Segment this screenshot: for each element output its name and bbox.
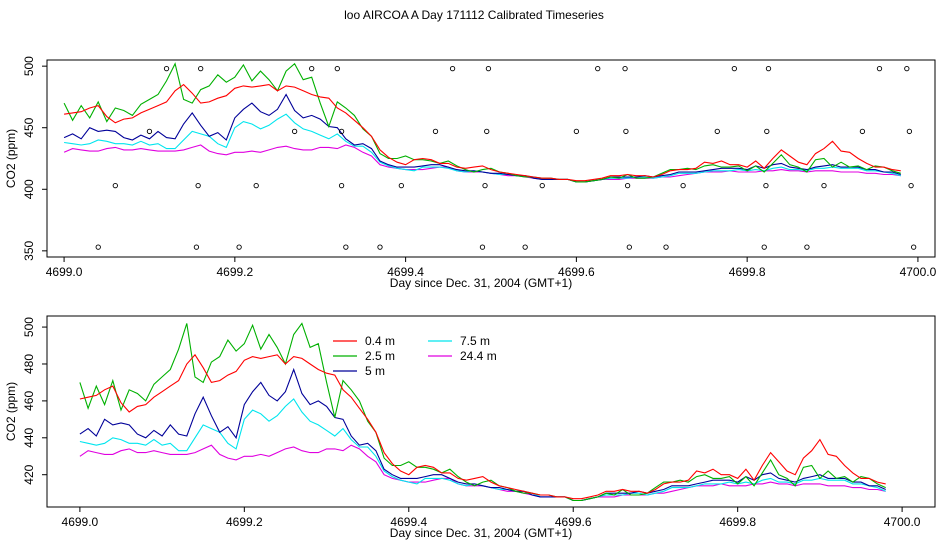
data-point <box>449 65 456 72</box>
series-line <box>79 367 886 502</box>
data-point <box>763 182 769 189</box>
x-tick-label: 4699.4 <box>387 265 424 279</box>
data-point <box>821 182 827 189</box>
data-point <box>626 244 632 250</box>
data-point <box>622 65 628 72</box>
data-point <box>906 128 913 135</box>
plot-frame <box>46 59 936 258</box>
legend: 0.4 m2.5 m5 m 7.5 m24.4 m <box>333 334 497 378</box>
legend-entry: 0.4 m <box>365 334 395 348</box>
data-point <box>432 128 439 135</box>
data-point <box>804 244 810 250</box>
x-tick-label: 4700.0 <box>900 265 937 279</box>
data-point <box>485 65 492 72</box>
data-point <box>911 244 917 250</box>
data-point <box>377 244 383 250</box>
data-point <box>859 128 866 135</box>
data-point <box>291 128 298 135</box>
x-tick-label: 4699.4 <box>390 515 427 529</box>
data-point <box>343 244 349 250</box>
y-tick-label: 500 <box>22 317 36 337</box>
y-axis-label: CO2 (ppm) <box>4 129 18 188</box>
data-point <box>253 182 259 189</box>
data-point <box>623 128 629 135</box>
y-tick-label: 460 <box>22 391 36 411</box>
upper-panel: 4699.0 4699.2 4699.4 4699.6 4699.8 4700.0 350 4… <box>4 56 937 290</box>
lower-panel: 4699.0 4699.2 4699.4 4699.6 4699.8 4700.0 420 4… <box>4 315 936 540</box>
data-point <box>522 244 528 250</box>
legend-entry: 7.5 m <box>460 334 490 348</box>
series-line <box>63 93 901 183</box>
x-axis-label: Day since Dec. 31, 2004 (GMT+1) <box>390 526 572 540</box>
data-point <box>539 182 545 189</box>
x-tick-label: 4699.8 <box>729 265 766 279</box>
data-point <box>573 128 580 135</box>
series-line <box>79 322 886 502</box>
x-tick-label: 4699.0 <box>62 515 99 529</box>
data-point <box>95 244 101 250</box>
data-point <box>714 128 720 135</box>
data-point <box>731 65 737 72</box>
legend-entry: 5 m <box>365 364 385 378</box>
x-tick-label: 4699.6 <box>555 515 592 529</box>
data-point <box>479 244 486 250</box>
data-point <box>663 244 669 250</box>
series-line <box>63 62 901 183</box>
x-tick-label: 4699.8 <box>719 515 756 529</box>
data-point <box>761 244 767 250</box>
y-tick-label: 440 <box>22 427 36 447</box>
plot-frame <box>46 315 936 508</box>
figure-title: loo AIRCOA A Day 171112 Calibrated Times… <box>344 8 604 22</box>
legend-entry: 2.5 m <box>365 349 395 363</box>
data-point <box>398 182 404 189</box>
data-point <box>624 182 631 189</box>
data-point <box>482 182 488 189</box>
data-point <box>680 182 686 189</box>
data-point <box>236 244 242 250</box>
x-axis-label: Day since Dec. 31, 2004 (GMT+1) <box>390 276 572 290</box>
series-line <box>79 353 886 500</box>
y-tick-label: 350 <box>22 241 36 261</box>
x-tick-label: 4700.0 <box>884 515 921 529</box>
y-tick-label: 450 <box>22 117 36 137</box>
data-point <box>338 128 345 135</box>
x-tick-label: 4699.2 <box>226 515 263 529</box>
data-point <box>595 65 601 72</box>
data-point <box>908 182 914 189</box>
data-point <box>309 65 315 72</box>
data-point <box>112 182 118 189</box>
data-point <box>195 182 201 189</box>
data-point <box>764 128 770 135</box>
y-tick-label: 420 <box>22 464 36 484</box>
x-tick-label: 4699.0 <box>46 265 83 279</box>
data-point <box>876 65 883 72</box>
data-point <box>484 128 490 135</box>
x-tick-label: 4699.2 <box>216 265 253 279</box>
data-point <box>765 65 772 72</box>
data-point <box>338 182 345 189</box>
legend-entry: 24.4 m <box>460 349 497 363</box>
series-line <box>64 83 901 182</box>
x-tick-label: 4699.6 <box>558 265 595 279</box>
data-point <box>193 244 200 250</box>
data-point <box>904 65 910 72</box>
y-tick-label: 400 <box>22 179 36 199</box>
series-line <box>79 444 886 502</box>
y-axis-label: CO2 (ppm) <box>4 382 18 441</box>
y-tick-label: 480 <box>22 354 36 374</box>
data-point <box>146 128 153 135</box>
data-point <box>334 65 340 72</box>
series-line <box>63 144 901 183</box>
y-tick-label: 500 <box>22 56 36 76</box>
data-point <box>198 65 204 72</box>
data-point <box>163 65 170 72</box>
